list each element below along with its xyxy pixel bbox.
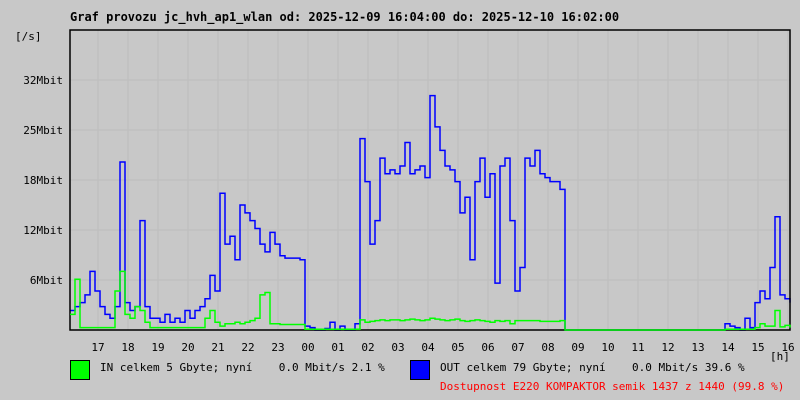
- x-tick-label: 20: [181, 341, 194, 354]
- y-tick-label: 6Mbit: [30, 274, 63, 287]
- x-tick-label: 23: [271, 341, 284, 354]
- x-tick-label: 02: [361, 341, 374, 354]
- legend-in-text: IN celkem 5 Gbyte; nyní 0.0 Mbit/s 2.1 %: [100, 361, 385, 374]
- x-tick-label: 00: [301, 341, 314, 354]
- series-in-line: [70, 270, 791, 331]
- x-tick-label: 03: [391, 341, 404, 354]
- x-tick-label: 18: [121, 341, 134, 354]
- x-tick-label: 11: [631, 341, 644, 354]
- availability-text: Dostupnost E220 KOMPAKTOR semik 1437 z 1…: [440, 380, 785, 393]
- legend-out-text: OUT celkem 79 Gbyte; nyní 0.0 Mbit/s 39.…: [440, 361, 745, 374]
- x-tick-label: 08: [541, 341, 554, 354]
- legend-out-swatch: [410, 360, 430, 380]
- x-tick-label: 17: [91, 341, 104, 354]
- y-tick-label: 32Mbit: [23, 74, 63, 87]
- grid: [70, 30, 790, 330]
- y-tick-label: 25Mbit: [23, 124, 63, 137]
- x-tick-label: 16: [781, 341, 794, 354]
- x-tick-label: 19: [151, 341, 164, 354]
- x-tick-label: 10: [601, 341, 614, 354]
- x-tick-label: 13: [691, 341, 704, 354]
- chart-title: Graf provozu jc_hvh_ap1_wlan od: 2025-12…: [70, 10, 620, 24]
- series-out-line: [70, 94, 791, 331]
- x-tick-label: 07: [511, 341, 524, 354]
- x-tick-label: 12: [661, 341, 674, 354]
- plot-border: [69, 29, 791, 331]
- legend-in-swatch: [70, 360, 90, 380]
- x-axis-unit: [h]: [770, 350, 790, 363]
- y-axis-unit: [/s]: [15, 30, 42, 43]
- y-tick-label: 18Mbit: [23, 174, 63, 187]
- y-tick-labels: 6Mbit 12Mbit 18Mbit 25Mbit 32Mbit: [23, 74, 63, 287]
- x-tick-label: 05: [451, 341, 464, 354]
- y-tick-label: 12Mbit: [23, 224, 63, 237]
- x-tick-label: 04: [421, 341, 435, 354]
- x-tick-label: 09: [571, 341, 584, 354]
- x-tick-labels: 17 18 19 20 21 22 23 00 01 02 03 04 05 06 07 08 09 10 11 12…: [91, 341, 794, 354]
- x-tick-label: 22: [241, 341, 254, 354]
- x-tick-label: 15: [751, 341, 764, 354]
- x-tick-label: 01: [331, 341, 344, 354]
- x-tick-label: 21: [211, 341, 224, 354]
- x-tick-label: 14: [721, 341, 735, 354]
- x-tick-label: 06: [481, 341, 494, 354]
